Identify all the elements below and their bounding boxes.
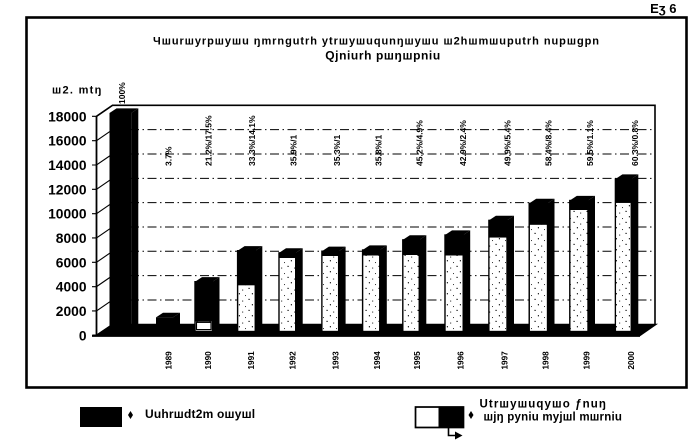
svg-text:1989: 1989 bbox=[164, 351, 173, 370]
svg-text:ш2. mtŋ: ш2. mtŋ bbox=[52, 85, 103, 97]
svg-text:4000: 4000 bbox=[56, 280, 87, 295]
svg-text:Чшurшyrpшyшu ŋmrngutrh ytrшyшu: Чшurшyrpшyшu ŋmrngutrh ytrшyшuqunŋшyшu ш… bbox=[153, 36, 600, 48]
svg-text:8000: 8000 bbox=[56, 231, 87, 246]
svg-text:12000: 12000 bbox=[48, 182, 87, 197]
svg-text:2000: 2000 bbox=[56, 304, 87, 319]
svg-text:2000: 2000 bbox=[627, 351, 636, 370]
svg-text:45.2%/4.9%: 45.2%/4.9% bbox=[414, 120, 424, 166]
svg-text:59.5%/1.1%: 59.5%/1.1% bbox=[585, 120, 595, 166]
svg-text:1998: 1998 bbox=[541, 351, 550, 370]
svg-text:Qjniurh pшŋшpniu: Qjniurh pшŋшpniu bbox=[325, 49, 441, 63]
svg-text:1992: 1992 bbox=[288, 351, 297, 370]
svg-text:10000: 10000 bbox=[48, 207, 87, 222]
svg-text:Uuhrшdt2m oшyшl: Uuhrшdt2m oшyшl bbox=[145, 407, 255, 421]
svg-text:100%: 100% bbox=[117, 82, 127, 104]
svg-text:35.9%/1: 35.9%/1 bbox=[288, 135, 298, 166]
svg-text:14000: 14000 bbox=[48, 158, 87, 173]
svg-text:60.3%/0.8%: 60.3%/0.8% bbox=[630, 120, 640, 166]
svg-text:49.9%/5.4%: 49.9%/5.4% bbox=[503, 120, 513, 166]
svg-text:1997: 1997 bbox=[501, 351, 510, 370]
svg-text:1999: 1999 bbox=[582, 351, 591, 370]
svg-text:шjŋ pyniu myjшl mшrniu: шjŋ pyniu myjшl mшrniu bbox=[484, 412, 623, 424]
svg-text:Utrшyшuqyшo ƒnuŋ: Utrшyшuqyшo ƒnuŋ bbox=[480, 399, 608, 411]
svg-text:1994: 1994 bbox=[373, 351, 382, 370]
svg-text:0: 0 bbox=[79, 328, 87, 343]
svg-text:1990: 1990 bbox=[204, 351, 213, 370]
svg-text:1993: 1993 bbox=[332, 351, 341, 370]
svg-text:18000: 18000 bbox=[48, 109, 87, 124]
svg-text:6000: 6000 bbox=[56, 255, 87, 270]
svg-text:1991: 1991 bbox=[247, 351, 256, 370]
svg-text:1996: 1996 bbox=[457, 351, 466, 370]
svg-text:33.3%/14.1%: 33.3%/14.1% bbox=[247, 115, 257, 166]
svg-text:35.3%/1: 35.3%/1 bbox=[332, 135, 342, 166]
svg-text:21.2%/17.5%: 21.2%/17.5% bbox=[203, 115, 213, 166]
svg-text:1995: 1995 bbox=[413, 351, 422, 370]
svg-text:42.9%/2.4%: 42.9%/2.4% bbox=[458, 120, 468, 166]
svg-text:58.4%/8.4%: 58.4%/8.4% bbox=[544, 120, 554, 166]
svg-text:3.7%: 3.7% bbox=[164, 146, 174, 166]
svg-text:35.8%/1: 35.8%/1 bbox=[374, 135, 384, 166]
svg-text:Eʒ 6: Eʒ 6 bbox=[650, 1, 676, 16]
svg-text:16000: 16000 bbox=[48, 134, 87, 149]
